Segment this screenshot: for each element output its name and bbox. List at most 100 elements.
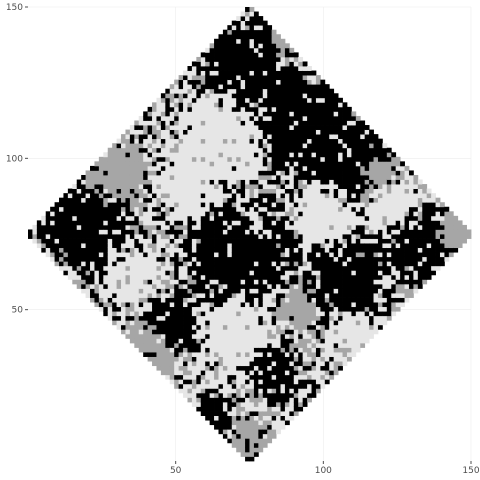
heatmap-cell — [276, 315, 281, 321]
heatmap-cell — [169, 215, 175, 221]
heatmap-cell — [160, 234, 166, 239]
heatmap-cell — [205, 302, 211, 308]
heatmap-cell — [320, 84, 326, 90]
heatmap-cell — [112, 211, 117, 217]
heatmap-cell — [85, 256, 91, 262]
heatmap-cell — [271, 256, 277, 262]
heatmap-cell — [107, 161, 113, 167]
heatmap-cell — [342, 106, 348, 112]
heatmap-cell — [342, 120, 348, 126]
heatmap-cell — [121, 138, 126, 144]
heatmap-cell — [67, 224, 73, 230]
heatmap-cell — [324, 279, 330, 285]
heatmap-cell — [267, 252, 273, 258]
heatmap-cell — [280, 274, 286, 280]
heatmap-cell — [196, 174, 202, 180]
heatmap-cell — [236, 243, 242, 249]
heatmap-cell — [134, 156, 140, 162]
heatmap-cell — [165, 338, 171, 344]
heatmap-cell — [338, 265, 343, 271]
heatmap-cell — [134, 179, 140, 185]
heatmap-cell — [408, 224, 414, 230]
heatmap-cell — [218, 129, 224, 135]
heatmap-cell — [307, 329, 312, 335]
heatmap-cell — [121, 270, 126, 276]
heatmap-cell — [307, 365, 312, 371]
heatmap-cell — [400, 165, 405, 171]
heatmap-cell — [191, 220, 197, 226]
heatmap-cell — [187, 370, 193, 376]
heatmap-cell — [98, 224, 104, 230]
heatmap-cell — [271, 302, 277, 308]
heatmap-cell — [98, 265, 104, 271]
heatmap-cell — [187, 188, 193, 194]
heatmap-cell — [125, 293, 131, 298]
heatmap-cell — [249, 388, 255, 394]
heatmap-cell — [218, 252, 224, 258]
heatmap-cell — [200, 161, 206, 167]
heatmap-cell — [152, 311, 157, 317]
heatmap-cell — [214, 193, 219, 199]
heatmap-cell — [45, 224, 51, 230]
heatmap-cell — [364, 193, 370, 199]
heatmap-cell — [386, 315, 392, 321]
heatmap-cell — [249, 392, 255, 398]
heatmap-cell — [200, 56, 206, 62]
heatmap-cell — [302, 342, 308, 348]
heatmap-cell — [293, 297, 299, 303]
heatmap-cell — [302, 234, 308, 239]
heatmap-cell — [351, 311, 357, 317]
heatmap-cell — [85, 234, 91, 239]
heatmap-cell — [76, 261, 82, 267]
heatmap-cell — [205, 342, 211, 348]
heatmap-cell — [227, 297, 233, 303]
heatmap-cell — [94, 293, 100, 298]
heatmap-cell — [240, 61, 246, 67]
heatmap-cell — [112, 320, 117, 326]
heatmap-cell — [187, 238, 193, 244]
heatmap-cell — [222, 238, 228, 244]
heatmap-cell — [138, 261, 144, 267]
heatmap-cell — [324, 129, 330, 135]
heatmap-cell — [196, 93, 202, 99]
heatmap-cell — [267, 52, 273, 58]
heatmap-cell — [178, 306, 184, 312]
heatmap-cell — [422, 243, 428, 249]
heatmap-cell — [404, 193, 410, 199]
heatmap-cell — [413, 234, 419, 239]
heatmap-cell — [138, 188, 144, 194]
heatmap-cell — [262, 47, 268, 53]
heatmap-cell — [289, 161, 295, 167]
heatmap-cell — [138, 283, 144, 289]
heatmap-cell — [289, 238, 295, 244]
heatmap-cell — [391, 261, 397, 267]
heatmap-cell — [338, 243, 343, 249]
heatmap-cell — [395, 184, 401, 189]
heatmap-cell — [258, 261, 264, 267]
heatmap-cell — [165, 111, 171, 117]
heatmap-cell — [178, 261, 184, 267]
heatmap-cell — [355, 293, 361, 298]
heatmap-cell — [67, 274, 73, 280]
heatmap-cell — [258, 174, 264, 180]
heatmap-cell — [143, 156, 149, 162]
heatmap-cell — [231, 365, 237, 371]
heatmap-cell — [249, 265, 255, 271]
heatmap-cell — [236, 88, 242, 94]
heatmap-cell — [280, 315, 286, 321]
heatmap-cell — [240, 97, 246, 103]
heatmap-cell — [227, 97, 233, 103]
heatmap-cell — [218, 406, 224, 412]
heatmap-cell — [138, 138, 144, 144]
heatmap-cell — [249, 75, 255, 81]
heatmap-cell — [382, 224, 388, 230]
heatmap-cell — [205, 324, 211, 330]
heatmap-cell — [302, 338, 308, 344]
heatmap-cell — [227, 47, 233, 53]
heatmap-cell — [209, 347, 215, 353]
heatmap-cell — [400, 215, 405, 221]
heatmap-cell — [276, 152, 281, 158]
heatmap-cell — [413, 256, 419, 262]
heatmap-cell — [302, 79, 308, 85]
heatmap-cell — [156, 297, 162, 303]
